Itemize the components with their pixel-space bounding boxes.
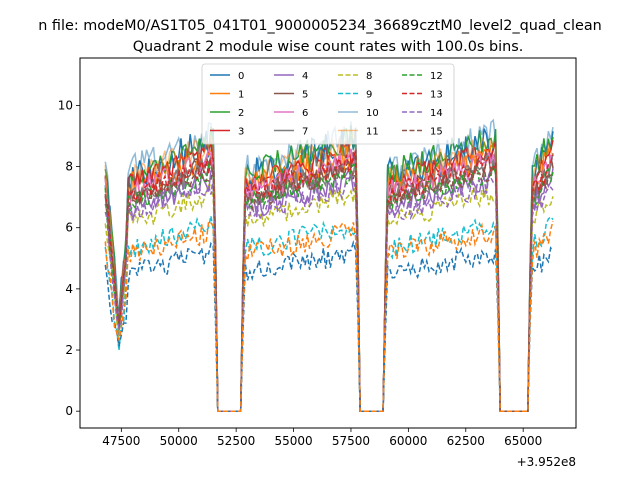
chart-title: Quadrant 2 module wise count rates with … (133, 39, 524, 55)
x-tick-label: 50000 (160, 434, 198, 448)
y-tick-label: 8 (65, 160, 73, 174)
legend-label-14: 14 (430, 108, 443, 119)
series-line-13 (104, 149, 554, 412)
y-tick-label: 4 (65, 282, 73, 296)
series-line-8 (104, 182, 554, 412)
series-line-7 (104, 153, 554, 412)
plot-lines (104, 118, 554, 412)
legend-label-6: 6 (302, 108, 308, 119)
legend-label-0: 0 (238, 71, 244, 82)
legend-label-3: 3 (238, 127, 244, 138)
series-line-11 (104, 132, 554, 412)
legend-label-4: 4 (302, 71, 308, 82)
legend-label-10: 10 (366, 108, 379, 119)
legend-label-5: 5 (302, 90, 308, 101)
legend-label-1: 1 (238, 90, 244, 101)
x-tick-label: 62500 (447, 434, 485, 448)
y-axis: 0 2 4 6 8 10 (58, 98, 80, 418)
figure-suptitle: n file: modeM0/AS1T05_041T01_9000005234_… (38, 18, 602, 34)
legend-label-13: 13 (430, 90, 443, 101)
legend-label-8: 8 (366, 71, 372, 82)
y-tick-label: 2 (65, 343, 73, 357)
x-offset-label: +3.952e8 (517, 455, 576, 469)
x-tick-label: 52500 (217, 434, 255, 448)
series-line-15 (104, 159, 554, 412)
legend-label-7: 7 (302, 127, 308, 138)
series-line-0d (104, 239, 554, 412)
y-tick-label: 0 (65, 404, 73, 418)
y-tick-label: 6 (65, 221, 73, 235)
legend-label-15: 15 (430, 127, 443, 138)
legend-box (201, 63, 455, 145)
x-tick-label: 65000 (504, 434, 542, 448)
legend-label-9: 9 (366, 90, 372, 101)
legend-label-12: 12 (430, 71, 443, 82)
x-tick-label: 60000 (389, 434, 427, 448)
legend-label-2: 2 (238, 108, 244, 119)
x-axis: 47500 50000 52500 55000 57500 60000 62500 65000 (102, 428, 542, 448)
x-tick-label: 57500 (332, 434, 370, 448)
series-line-9 (104, 215, 554, 412)
series-line-1d (104, 220, 554, 412)
series-line-14 (104, 173, 554, 412)
legend-label-11: 11 (366, 127, 379, 138)
y-tick-label: 10 (58, 98, 73, 112)
plot-frame (79, 57, 577, 429)
x-tick-label: 47500 (102, 434, 140, 448)
x-tick-label: 55000 (274, 434, 312, 448)
